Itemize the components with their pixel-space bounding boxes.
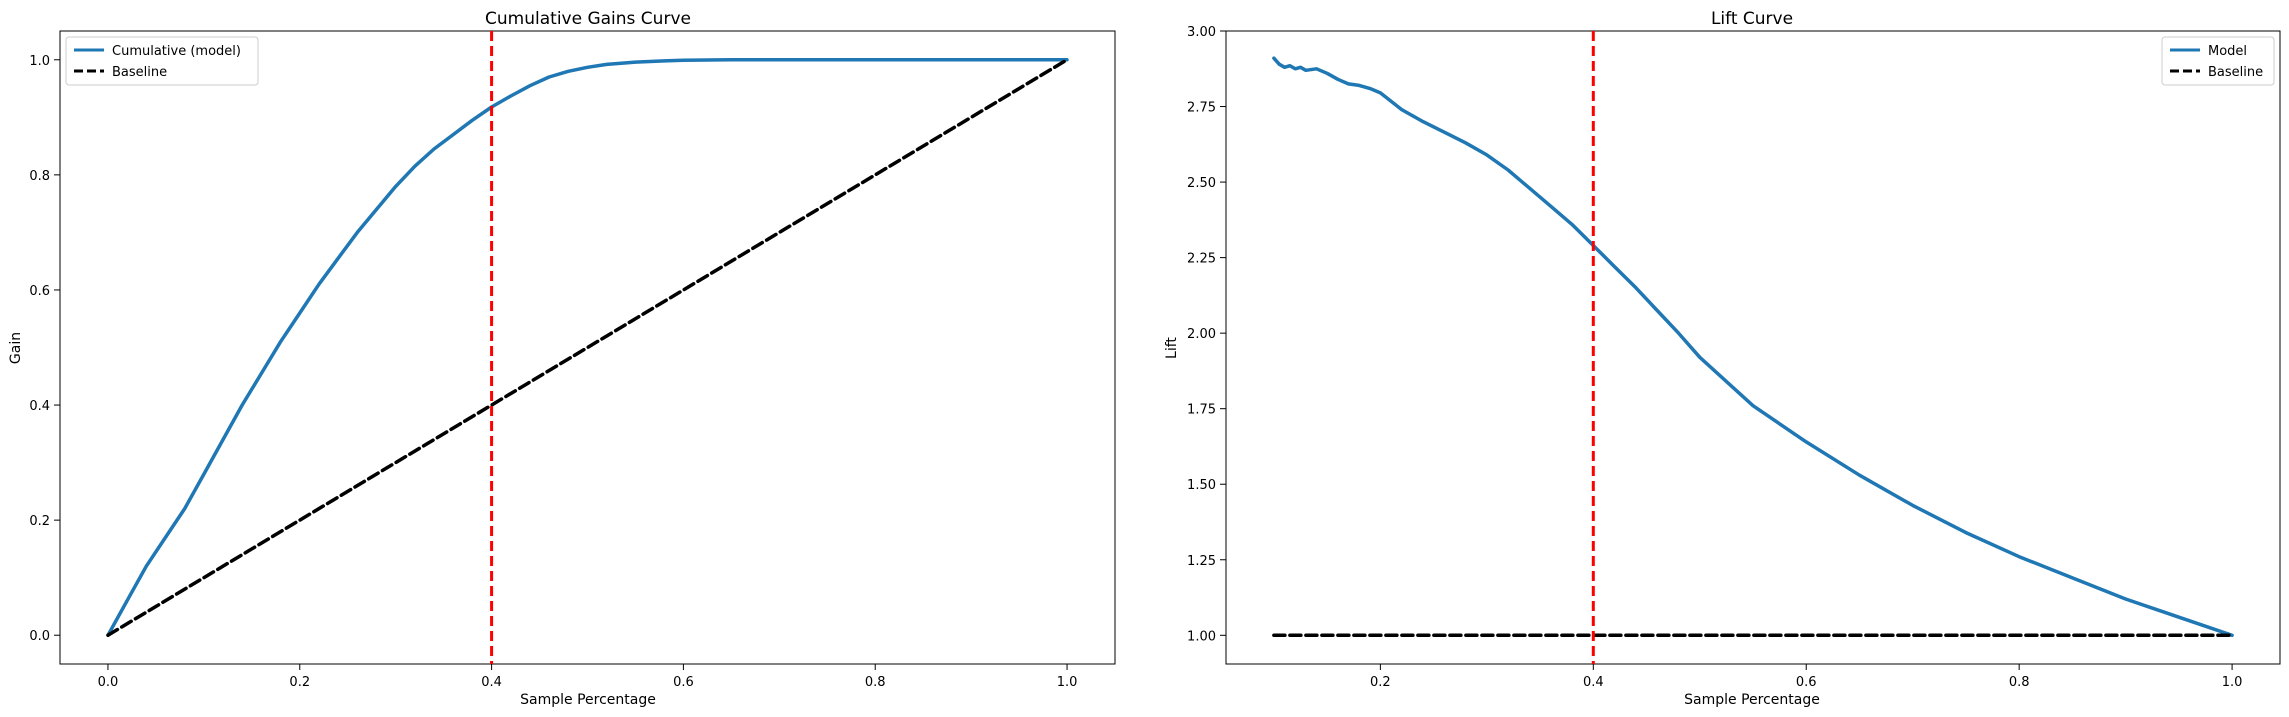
lift-ticks: 0.2 0.4 0.6 0.8 1.0 1.00 1.25 1.50 1.75 2.00 2.25 2… — [1187, 25, 2242, 690]
lift-plot-area — [1225, 30, 2281, 665]
lift-y-tick-label: 3.00 — [1187, 25, 1216, 40]
lift-y-tick-label: 2.75 — [1187, 101, 1216, 116]
gains-y-tick-label: 0.0 — [29, 629, 50, 644]
lift-y-tick-label: 2.25 — [1187, 252, 1216, 267]
gains-x-tick-label: 0.8 — [865, 675, 886, 690]
gains-legend-baseline-label: Baseline — [112, 65, 167, 80]
gains-y-tick-label: 1.0 — [29, 54, 50, 69]
gains-baseline-line — [106, 58, 1069, 637]
lift-x-tick-label: 0.6 — [1796, 675, 1817, 690]
gains-y-tick-label: 0.6 — [29, 284, 50, 299]
gains-chart-panel: Cumulative Gains Curve 0.0 0.2 0.4 0.6 0.8 1.… — [8, 9, 1116, 708]
lift-x-axis-label: Sample Percentage — [1684, 692, 1820, 708]
lift-y-tick-label: 1.00 — [1187, 629, 1216, 644]
lift-x-tick-label: 1.0 — [2222, 675, 2243, 690]
lift-x-tick-label: 0.8 — [2009, 675, 2030, 690]
gains-y-axis-label: Gain — [8, 332, 24, 364]
gains-chart-title: Cumulative Gains Curve — [485, 9, 691, 29]
lift-chart-title: Lift Curve — [1711, 9, 1793, 29]
gains-x-tick-label: 0.2 — [289, 675, 310, 690]
gains-legend-model-label: Cumulative (model) — [112, 44, 241, 59]
lift-y-axis-label: Lift — [1164, 337, 1180, 359]
lift-y-tick-label: 2.00 — [1187, 327, 1216, 342]
gains-legend-box — [65, 36, 259, 86]
lift-model-line — [1272, 56, 2234, 638]
gains-x-tick-label: 1.0 — [1057, 675, 1078, 690]
lift-chart-panel: Lift Curve 0.2 0.4 0.6 0.8 1.0 1.00 1.25 1.50 1.… — [1164, 9, 2281, 708]
gains-y-tick-label: 0.4 — [29, 399, 50, 414]
gains-model-line — [106, 58, 1069, 637]
gains-y-tick-label: 0.2 — [29, 514, 50, 529]
gains-legend: Cumulative (model) Baseline — [65, 36, 259, 86]
lift-y-tick-label: 2.50 — [1187, 176, 1216, 191]
lift-legend-baseline-label: Baseline — [2208, 65, 2263, 80]
lift-legend: Model Baseline — [2161, 36, 2275, 86]
lift-y-tick-label: 1.75 — [1187, 403, 1216, 418]
gains-x-tick-label: 0.0 — [98, 675, 119, 690]
gains-x-tick-label: 0.6 — [673, 675, 694, 690]
lift-x-tick-label: 0.2 — [1370, 675, 1391, 690]
lift-y-tick-label: 1.50 — [1187, 478, 1216, 493]
lift-y-tick-label: 1.25 — [1187, 554, 1216, 569]
gains-y-tick-label: 0.8 — [29, 169, 50, 184]
lift-x-tick-label: 0.4 — [1583, 675, 1604, 690]
gains-x-axis-label: Sample Percentage — [520, 692, 656, 708]
lift-legend-model-label: Model — [2208, 44, 2247, 59]
lift-series — [1272, 31, 2234, 664]
gains-ticks: 0.0 0.2 0.4 0.6 0.8 1.0 0.0 0.2 0.4 0.6 0.8 1.0 — [29, 54, 1077, 690]
gains-series — [106, 31, 1069, 664]
gains-x-tick-label: 0.4 — [481, 675, 502, 690]
